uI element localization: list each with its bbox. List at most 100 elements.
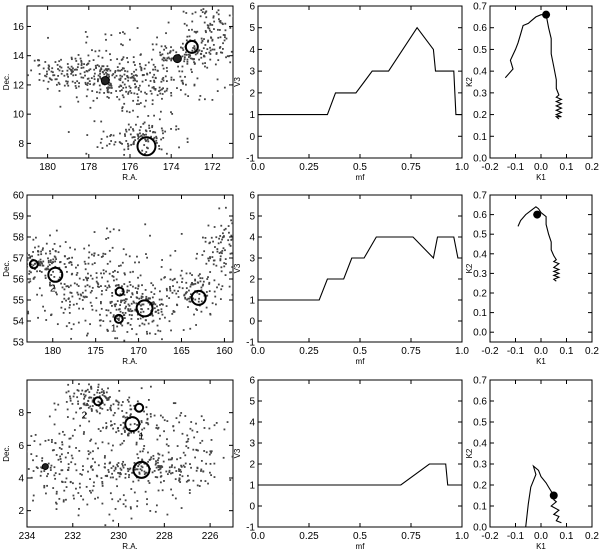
galaxy-point [139, 317, 142, 320]
galaxy-point [66, 416, 69, 418]
galaxy-point [110, 87, 113, 89]
galaxy-point [203, 427, 206, 429]
galaxy-point [51, 67, 54, 70]
galaxy-point [75, 60, 78, 62]
galaxy-point [212, 240, 214, 243]
galaxy-point [49, 261, 52, 263]
y-tick-label: 4 [249, 418, 255, 429]
galaxy-point [136, 424, 139, 426]
group-marker-filled [100, 76, 110, 86]
galaxy-point [112, 465, 115, 468]
galaxy-point [77, 85, 80, 88]
galaxy-point [104, 462, 106, 465]
galaxy-point [94, 50, 97, 53]
galaxy-point [170, 94, 173, 97]
galaxy-point [111, 246, 114, 249]
galaxy-point [13, 467, 15, 469]
galaxy-point [169, 268, 172, 271]
galaxy-point [130, 76, 132, 79]
galaxy-point [171, 279, 174, 282]
galaxy-point [135, 302, 138, 305]
galaxy-point [101, 485, 104, 487]
galaxy-point [219, 255, 222, 258]
x-tick-label: -0.1 [507, 346, 525, 357]
galaxy-point [137, 284, 140, 287]
galaxy-point [141, 284, 143, 287]
galaxy-point [160, 45, 163, 48]
galaxy-point [50, 274, 53, 276]
galaxy-point [65, 498, 67, 501]
galaxy-point [140, 465, 143, 468]
galaxy-point [46, 475, 48, 478]
galaxy-point [93, 75, 96, 78]
galaxy-point [145, 295, 148, 298]
y-tick-label: 0.2 [473, 110, 487, 121]
galaxy-point [74, 463, 77, 466]
galaxy-point [156, 94, 159, 97]
galaxy-point [114, 269, 116, 272]
galaxy-point [120, 89, 123, 92]
galaxy-point [108, 75, 110, 78]
galaxy-point [221, 22, 224, 25]
galaxy-point [131, 293, 134, 296]
galaxy-point [105, 238, 108, 240]
galaxy-point [153, 293, 156, 295]
galaxy-point [134, 79, 137, 82]
galaxy-point [208, 290, 211, 293]
galaxy-point [229, 252, 232, 255]
galaxy-point [124, 463, 126, 466]
galaxy-point [184, 462, 187, 465]
galaxy-point [121, 311, 124, 314]
galaxy-point [71, 434, 74, 437]
galaxy-point [161, 489, 164, 492]
galaxy-point [35, 466, 38, 469]
galaxy-point [143, 473, 146, 476]
panel-r2-c3: -0.2 -0.1 0.0 0.1 0.20.00.10.20.30.40.50.60.… [465, 191, 599, 367]
galaxy-point [96, 91, 98, 94]
galaxy-point [109, 476, 112, 479]
galaxy-point [142, 74, 144, 76]
galaxy-point [95, 409, 98, 412]
galaxy-point [87, 406, 90, 409]
galaxy-point [84, 268, 87, 271]
x-tick-label: 0.0 [534, 162, 548, 173]
galaxy-point [209, 450, 212, 453]
galaxy-point [179, 481, 182, 483]
galaxy-point [162, 59, 165, 62]
galaxy-point [120, 299, 122, 302]
galaxy-point [175, 128, 177, 131]
galaxy-point [200, 459, 203, 462]
galaxy-point [225, 56, 227, 59]
galaxy-point [133, 423, 136, 425]
group-marker-circle [113, 313, 124, 324]
galaxy-point [218, 252, 221, 254]
galaxy-point [156, 305, 158, 308]
galaxy-point [73, 429, 76, 431]
galaxy-point [79, 424, 82, 427]
galaxy-point [188, 489, 191, 491]
galaxy-point [160, 266, 163, 268]
galaxy-point [98, 286, 100, 288]
galaxy-point [127, 144, 130, 147]
galaxy-point [80, 67, 83, 69]
galaxy-point [211, 38, 214, 41]
galaxy-point [160, 148, 163, 151]
plot-area [258, 236, 462, 301]
galaxy-point [114, 466, 117, 469]
galaxy-point [25, 273, 27, 275]
galaxy-point [162, 132, 164, 135]
galaxy-point [143, 144, 146, 146]
galaxy-point [126, 354, 128, 356]
galaxy-point [156, 476, 159, 479]
galaxy-point [133, 301, 135, 304]
galaxy-point [227, 225, 230, 227]
panel-r1-c3: -0.2 -0.1 0.0 0.1 0.20.00.10.20.30.40.50.60.… [465, 2, 599, 183]
galaxy-point [17, 270, 19, 272]
galaxy-point [80, 294, 83, 297]
galaxy-point [91, 400, 94, 403]
galaxy-point [149, 71, 151, 74]
galaxy-point [146, 413, 148, 416]
x-tick-label: 176 [122, 162, 139, 173]
galaxy-point [154, 88, 157, 90]
